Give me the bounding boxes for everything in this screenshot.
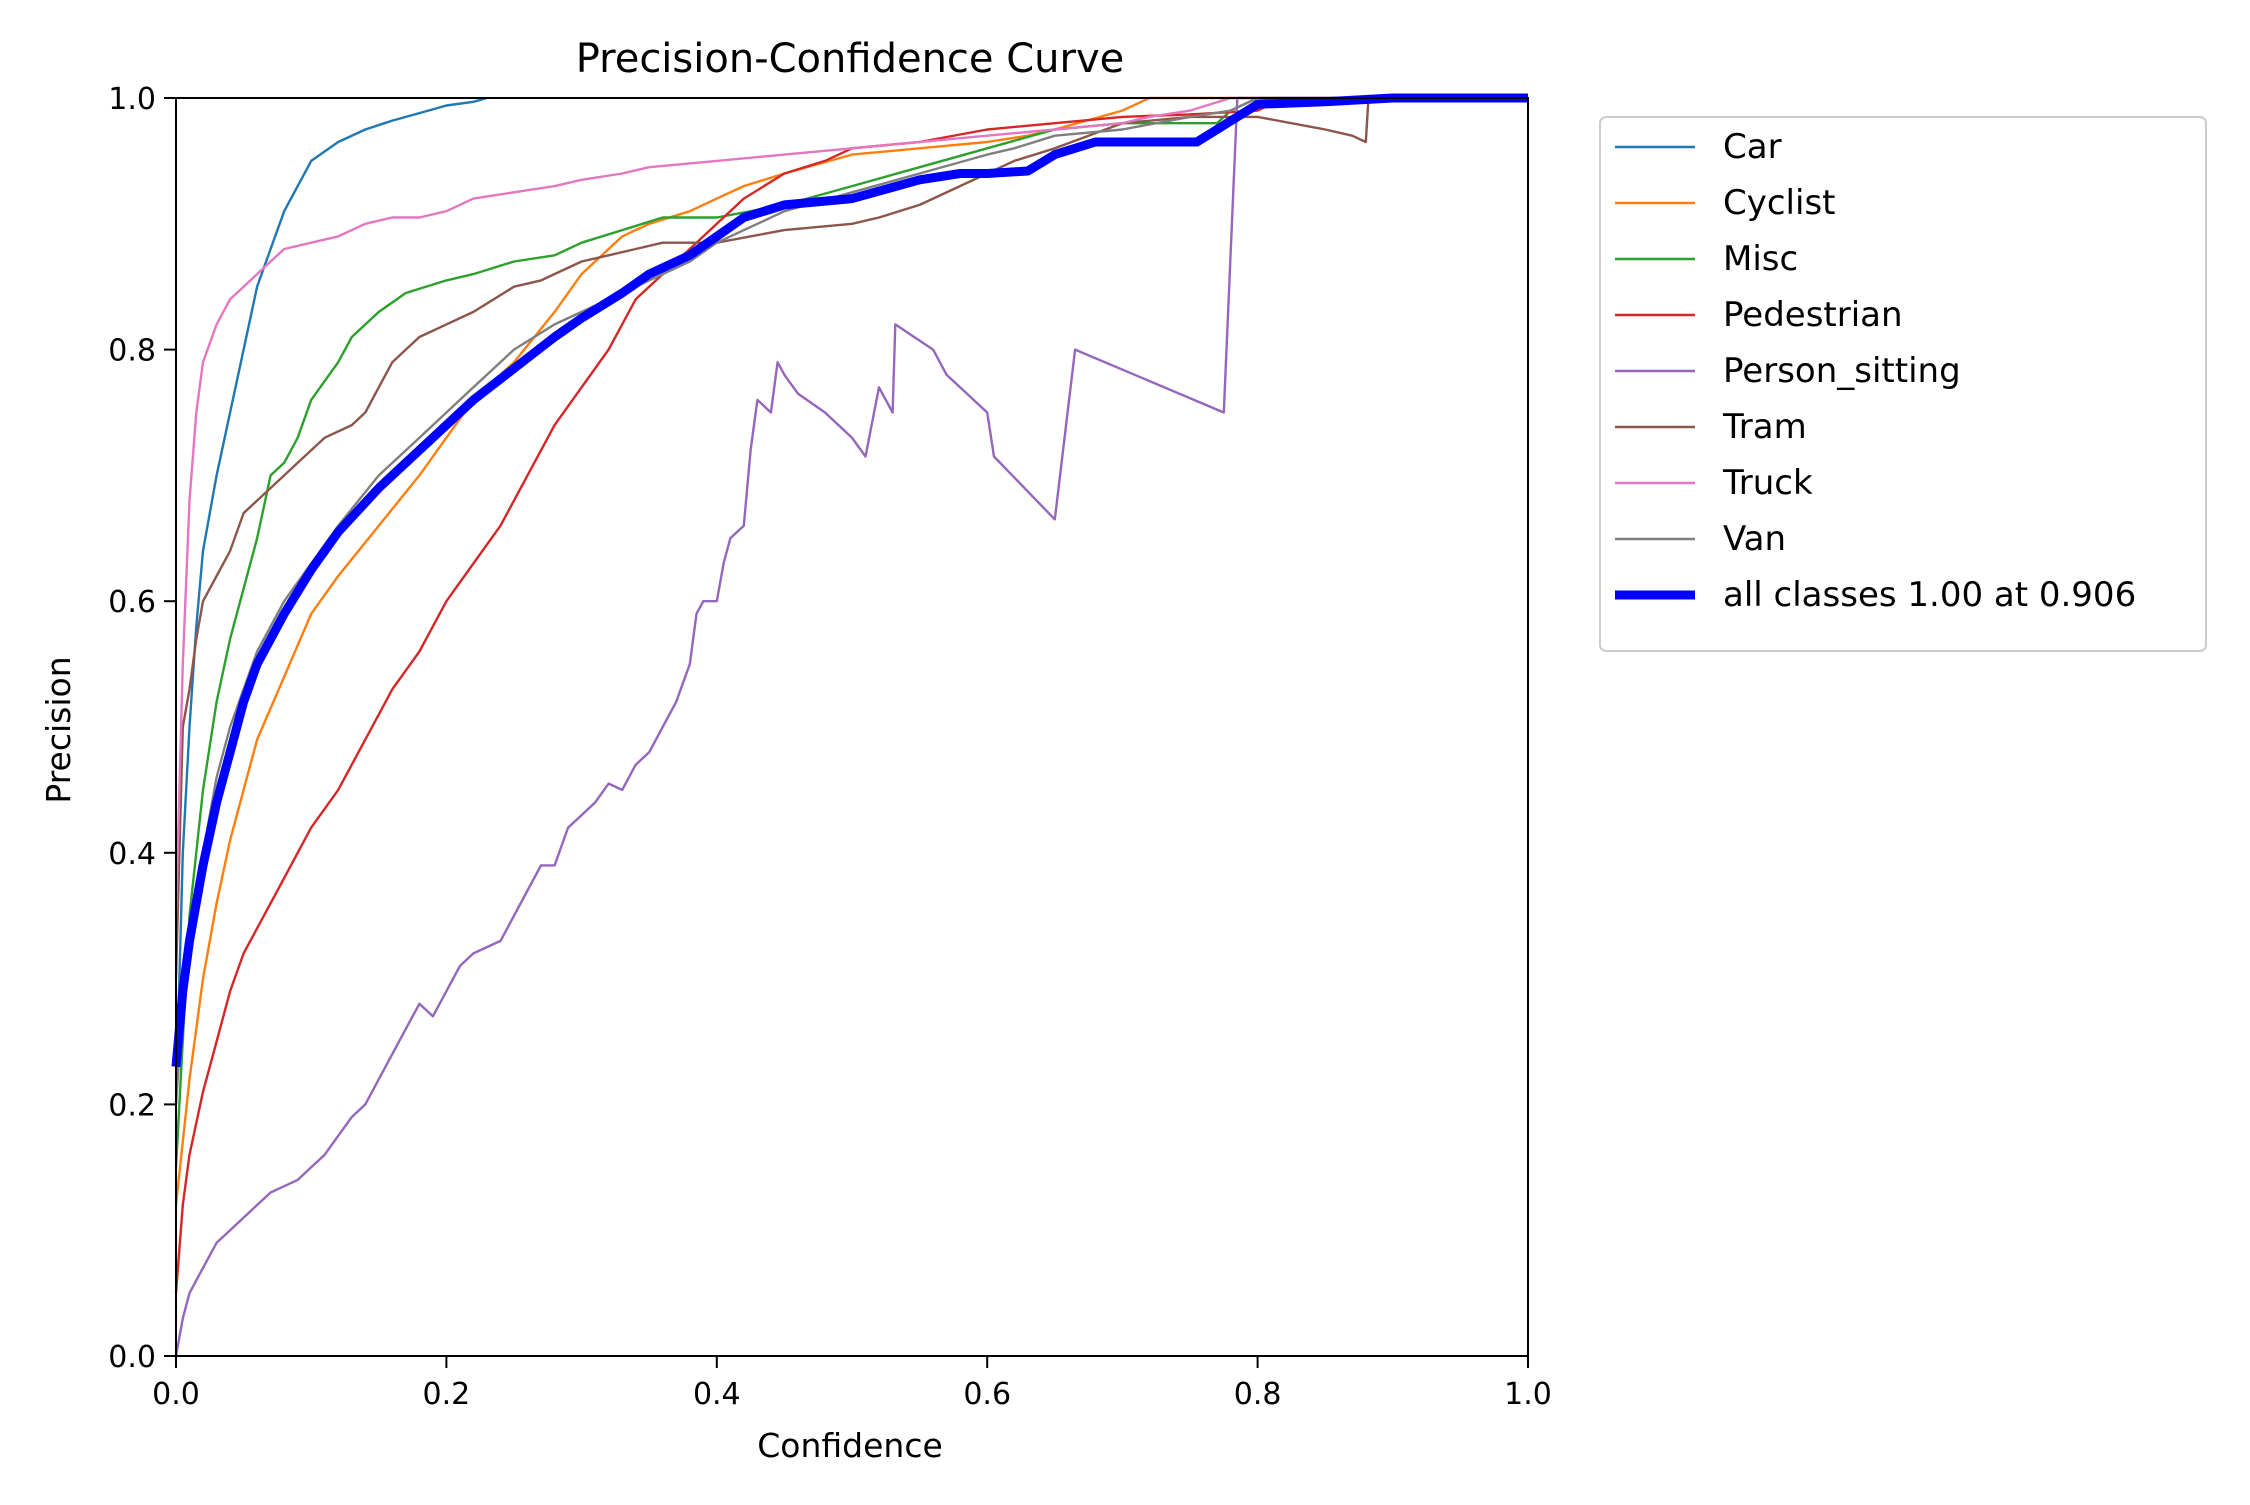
x-tick-label: 0.4 bbox=[693, 1377, 741, 1412]
legend-label: Person_sitting bbox=[1723, 351, 1961, 391]
chart-title: Precision-Confidence Curve bbox=[576, 36, 1125, 82]
series-line-truck bbox=[174, 96, 1528, 916]
legend-label: Van bbox=[1723, 519, 1786, 559]
legend-label: all classes 1.00 at 0.906 bbox=[1723, 575, 2136, 615]
y-axis-label: Precision bbox=[39, 656, 78, 803]
legend-label: Tram bbox=[1722, 407, 1807, 447]
series-line-tram bbox=[174, 96, 1528, 979]
y-tick-label: 0.4 bbox=[108, 837, 156, 872]
x-axis-label: Confidence bbox=[757, 1426, 943, 1465]
y-tick-label: 0.6 bbox=[108, 585, 156, 620]
x-tick-label: 0.6 bbox=[963, 1377, 1011, 1412]
legend: Car Cyclist Misc Pedestrian Person_sitting Tr… bbox=[1599, 116, 2207, 652]
legend-label: Pedestrian bbox=[1723, 295, 1903, 335]
y-tick-label: 0.0 bbox=[108, 1340, 156, 1375]
x-tick-label: 0.0 bbox=[152, 1377, 200, 1412]
y-tick-label: 0.8 bbox=[108, 334, 156, 369]
series-line-person-sitting bbox=[174, 96, 1528, 1357]
x-tick-label: 0.2 bbox=[423, 1377, 471, 1412]
y-tick-label: 1.0 bbox=[108, 82, 156, 117]
x-tick-label: 1.0 bbox=[1504, 1377, 1552, 1412]
plot-frame bbox=[175, 97, 1529, 1357]
series-line-car bbox=[174, 96, 488, 1105]
series-line-van bbox=[174, 96, 1528, 1105]
legend-box bbox=[1599, 116, 2207, 652]
legend-label: Truck bbox=[1722, 463, 1813, 503]
x-tick-label: 0.8 bbox=[1234, 1377, 1282, 1412]
series-layer bbox=[171, 93, 1528, 1357]
legend-label: Car bbox=[1723, 127, 1782, 167]
legend-label: Misc bbox=[1723, 239, 1798, 279]
legend-label: Cyclist bbox=[1723, 183, 1836, 223]
axes-layer: 0.0 0.2 0.4 0.6 0.8 1.0 0.0 0.2 0.4 0.6 0.8 1.0 bbox=[108, 82, 1552, 1412]
y-tick-label: 0.2 bbox=[108, 1088, 156, 1123]
series-line-all-classes-1-00-at-0-906 bbox=[171, 93, 1528, 1068]
series-line-cyclist bbox=[174, 96, 1528, 1206]
series-line-pedestrian bbox=[174, 96, 1528, 1294]
series-line-misc bbox=[174, 96, 1528, 1168]
